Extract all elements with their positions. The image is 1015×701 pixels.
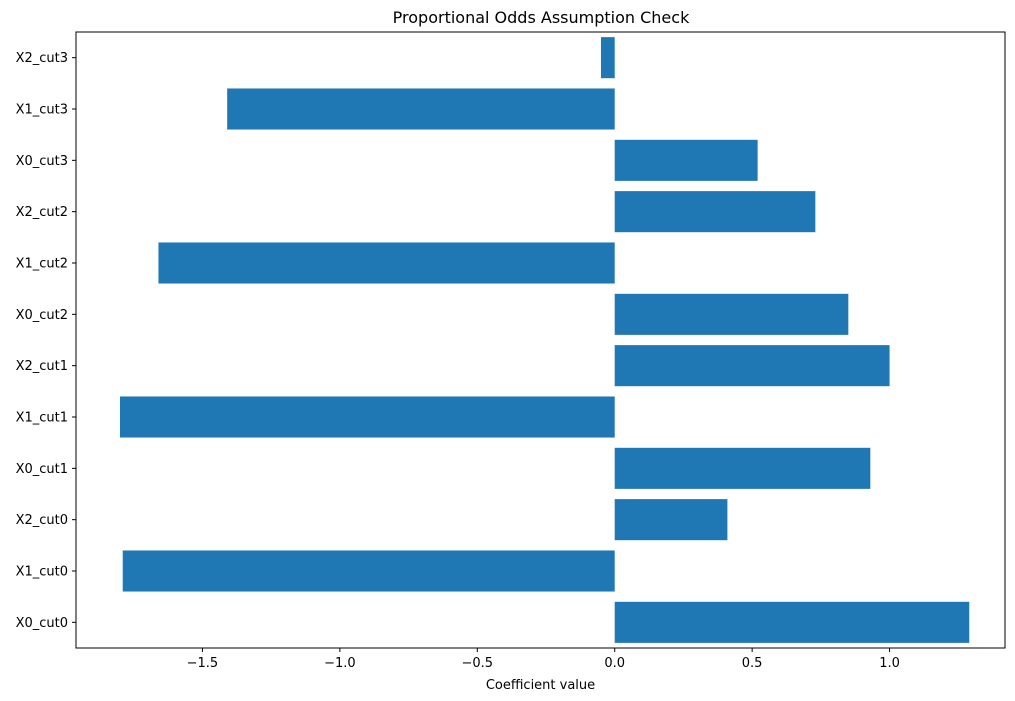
bar-X1_cut2 — [158, 242, 615, 284]
y-tick-label: X1_cut0 — [16, 565, 68, 580]
bar-X2_cut1 — [614, 345, 890, 387]
bar-X1_cut3 — [227, 88, 615, 130]
y-tick-label: X0_cut3 — [16, 154, 68, 169]
y-axis-ticks: X0_cut0 X1_cut0 X2_cut0 X0_cut1 X1_cut1 X2_cu… — [16, 51, 76, 631]
y-tick-label: X2_cut3 — [16, 51, 68, 66]
y-tick-label: X0_cut1 — [16, 462, 68, 477]
y-tick-label: X1_cut2 — [16, 257, 68, 272]
plot-frame — [75, 31, 1006, 649]
y-tick-label: X2_cut1 — [16, 359, 68, 374]
x-axis-label: Coefficient value — [486, 678, 595, 693]
x-tick-label: −0.5 — [461, 656, 493, 671]
x-tick-label: 0.0 — [604, 656, 625, 671]
y-tick-label: X1_cut3 — [16, 103, 68, 118]
bars-group — [119, 37, 970, 643]
x-axis-ticks: −1.5 −1.0 −0.5 0.0 0.5 1.0 — [187, 648, 900, 671]
bar-X1_cut0 — [122, 550, 615, 592]
y-tick-label: X1_cut1 — [16, 411, 68, 426]
bar-X2_cut2 — [614, 191, 816, 233]
bar-X2_cut3 — [600, 37, 615, 79]
y-tick-label: X2_cut0 — [16, 513, 68, 528]
bar-X0_cut3 — [614, 139, 758, 181]
y-tick-label: X0_cut2 — [16, 308, 68, 323]
x-tick-label: 1.0 — [879, 656, 900, 671]
y-tick-label: X0_cut0 — [16, 616, 68, 631]
bar-X0_cut0 — [614, 601, 970, 643]
x-tick-label: 0.5 — [742, 656, 763, 671]
bar-X0_cut1 — [614, 447, 871, 489]
x-tick-label: −1.0 — [324, 656, 356, 671]
bar-X2_cut0 — [614, 499, 728, 541]
chart-title: Proportional Odds Assumption Check — [393, 8, 690, 27]
y-tick-label: X2_cut2 — [16, 205, 68, 220]
bar-X0_cut2 — [614, 293, 849, 335]
bar-X1_cut1 — [119, 396, 615, 438]
x-tick-label: −1.5 — [187, 656, 219, 671]
